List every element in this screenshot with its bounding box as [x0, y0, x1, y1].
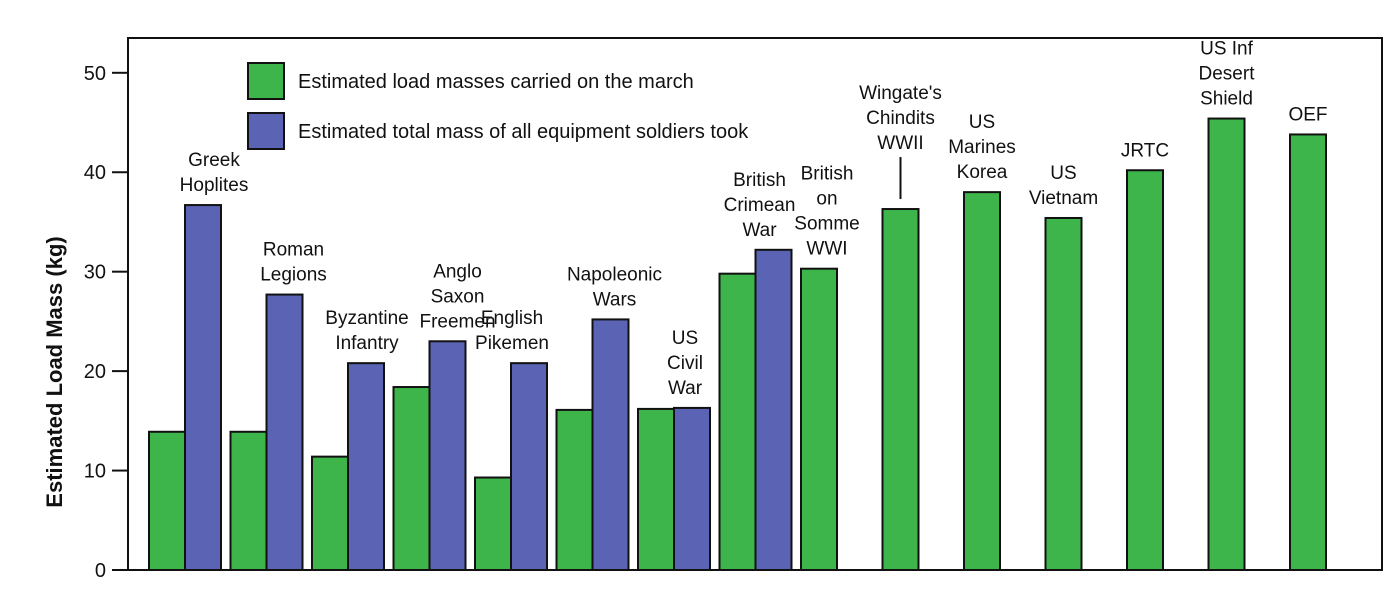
- category-label: OEF: [1288, 104, 1327, 125]
- bar-total-equipment: [673, 406, 711, 572]
- category-label: US Inf: [1200, 39, 1254, 60]
- bar-total-equipment: [510, 362, 548, 571]
- bar-total-equipment: [347, 362, 385, 571]
- category-label: Roman: [263, 240, 324, 261]
- category-label: Vietnam: [1029, 188, 1098, 209]
- category-label: Infantry: [335, 333, 399, 354]
- y-tick-label: 40: [84, 162, 106, 184]
- bar-total-equipment: [754, 248, 793, 571]
- bar-march-load: [963, 191, 1001, 572]
- bar-total-equipment: [428, 340, 467, 572]
- category-label: Napoleonic: [567, 264, 662, 285]
- y-tick-label: 20: [84, 361, 106, 383]
- bar-march-load: [555, 408, 594, 571]
- category-label: US: [969, 112, 995, 133]
- category-label: Freemen: [419, 311, 495, 332]
- category-label: War: [668, 378, 703, 399]
- bar-march-load: [718, 272, 757, 571]
- legend-label-march: Estimated load masses carried on the mar…: [298, 71, 694, 93]
- category-label: Anglo: [433, 261, 482, 282]
- bar-march-load: [1044, 216, 1083, 571]
- y-axis: 0 10 20 30 40 50: [84, 63, 128, 582]
- category-label: Saxon: [431, 286, 485, 307]
- category-label: on: [816, 189, 837, 210]
- y-tick-label: 50: [84, 63, 106, 85]
- category-label: Civil: [667, 353, 703, 374]
- bar-march-load: [637, 407, 675, 571]
- category-label: War: [742, 220, 777, 241]
- category-label: WWI: [806, 239, 847, 260]
- bar-march-load: [474, 476, 512, 571]
- legend-swatch-total: [247, 112, 285, 150]
- category-label: English: [481, 308, 543, 329]
- category-label: Wingate's: [859, 83, 942, 104]
- category-label: Marines: [948, 137, 1016, 158]
- legend: Estimated load masses carried on the mar…: [247, 62, 749, 150]
- category-label: Hoplites: [180, 175, 249, 196]
- bar-march-load: [229, 430, 268, 572]
- category-label: Pikemen: [475, 333, 549, 354]
- y-axis-label: Estimated Load Mass (kg): [42, 236, 67, 507]
- category-label: Shield: [1200, 89, 1253, 110]
- bar-total-equipment: [591, 318, 630, 571]
- bar-march-load: [1289, 133, 1327, 571]
- category-label: US: [672, 328, 698, 349]
- bar-march-load: [881, 208, 920, 571]
- legend-swatch-march: [247, 62, 285, 100]
- bars: [148, 117, 1327, 572]
- category-label: Chindits: [866, 108, 935, 129]
- category-label: Desert: [1199, 64, 1256, 85]
- category-label: Greek: [188, 150, 240, 171]
- category-label: WWII: [877, 133, 923, 154]
- category-label: JRTC: [1121, 140, 1169, 161]
- category-label: Somme: [794, 214, 859, 235]
- bar-march-load: [1207, 117, 1246, 571]
- category-labels: Greek Hoplites Roman Legions Byzantine Infant…: [180, 39, 1328, 399]
- category-label: British: [733, 170, 786, 191]
- bar-march-load: [1126, 169, 1164, 571]
- category-label: Crimean: [724, 195, 796, 216]
- bar-march-load: [800, 267, 838, 571]
- bar-march-load: [148, 430, 186, 572]
- y-tick-label: 10: [84, 461, 106, 483]
- bar-total-equipment: [265, 293, 304, 571]
- bar-march-load: [392, 386, 431, 571]
- y-tick-label: 30: [84, 262, 106, 284]
- category-label: Legions: [260, 265, 327, 286]
- legend-label-total: Estimated total mass of all equipment so…: [298, 121, 749, 143]
- bar-march-load: [311, 455, 349, 571]
- category-label: British: [801, 164, 854, 185]
- category-label: Korea: [957, 162, 1008, 183]
- category-label: Byzantine: [325, 308, 408, 329]
- y-tick-label: 0: [95, 560, 106, 582]
- bar-total-equipment: [184, 204, 222, 571]
- category-label: Wars: [593, 289, 637, 310]
- category-label: US: [1050, 163, 1076, 184]
